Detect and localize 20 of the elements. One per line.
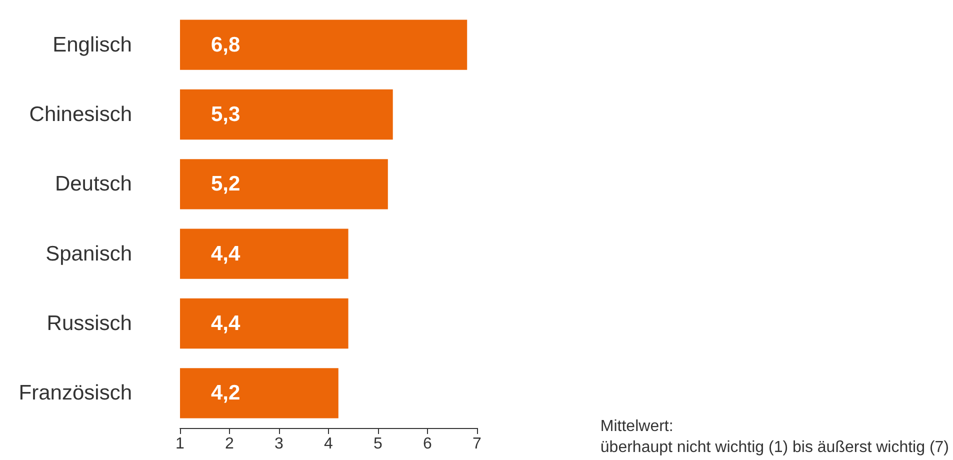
data-label: 5,3 [211, 103, 240, 126]
x-tick-label: 3 [274, 436, 284, 452]
x-tick-label: 2 [225, 436, 234, 452]
x-tick-label: 4 [324, 436, 334, 452]
data-label: 6,8 [211, 33, 241, 56]
x-tick-label: 6 [423, 436, 432, 452]
x-tick-label: 7 [472, 436, 482, 452]
y-tick-label: Spanisch [46, 242, 132, 266]
data-label: 4,4 [211, 242, 241, 266]
text: Mittelwert: überhaupt nicht wichtig (1) bis äußerst wichtig (7) [600, 418, 949, 456]
data-label: 4,2 [211, 382, 240, 405]
y-tick-label: Französisch [18, 382, 132, 405]
x-tick-label: 1 [176, 436, 185, 452]
y-tick-label: Russisch [46, 312, 132, 335]
data-label: 5,2 [211, 172, 240, 196]
x-tick-label: 5 [374, 436, 383, 452]
y-tick-label: Deutsch [54, 172, 132, 196]
data-label: 4,4 [211, 312, 241, 335]
y-tick-label: Englisch [52, 33, 132, 56]
y-tick-label: Chinesisch [29, 103, 132, 126]
